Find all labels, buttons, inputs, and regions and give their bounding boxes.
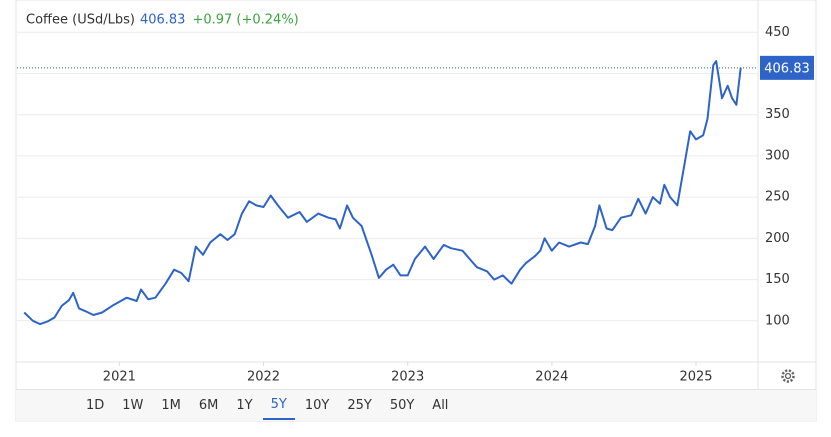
range-button[interactable]: All	[432, 398, 449, 413]
range-button[interactable]: 1W	[122, 398, 144, 413]
last-value-label: 406.83	[764, 61, 810, 76]
range-button[interactable]: 50Y	[389, 398, 415, 413]
range-button[interactable]: 1Y	[236, 398, 253, 413]
range-button[interactable]: 1D	[86, 398, 105, 413]
line-series	[23, 60, 742, 326]
range-button[interactable]: 5Y	[262, 391, 295, 420]
last-price: 406.83	[140, 13, 186, 28]
x-tick-label: 2022	[247, 370, 280, 385]
y-tick-label: 250	[765, 190, 790, 205]
last-value-box	[760, 55, 814, 80]
range-bar: 1D 1W 1M 6M 1Y 5Y 10Y 25Y 50Y All	[16, 389, 816, 421]
range-button[interactable]: 25Y	[347, 398, 372, 413]
y-tick-label: 200	[765, 231, 790, 246]
y-tick-label: 300	[765, 148, 790, 163]
settings-icon[interactable]	[781, 369, 795, 383]
change: +0.97 (+0.24%)	[192, 13, 298, 28]
x-tick-label: 2025	[679, 370, 712, 385]
frame	[15, 0, 817, 422]
title: Coffee (USd/Lbs)	[26, 13, 135, 28]
range-button[interactable]: 1M	[161, 398, 181, 413]
y-tick-label: 100	[765, 313, 790, 328]
x-tick-label: 2023	[391, 370, 424, 385]
range-button[interactable]: 6M	[198, 398, 219, 413]
x-tick-label: 2024	[535, 370, 568, 385]
y-tick-label: 450	[765, 25, 790, 40]
x-tick-label: 2021	[103, 370, 136, 385]
y-tick-label: 150	[765, 272, 790, 287]
y-tick-label: 350	[765, 107, 790, 122]
range-button[interactable]: 10Y	[304, 398, 330, 413]
